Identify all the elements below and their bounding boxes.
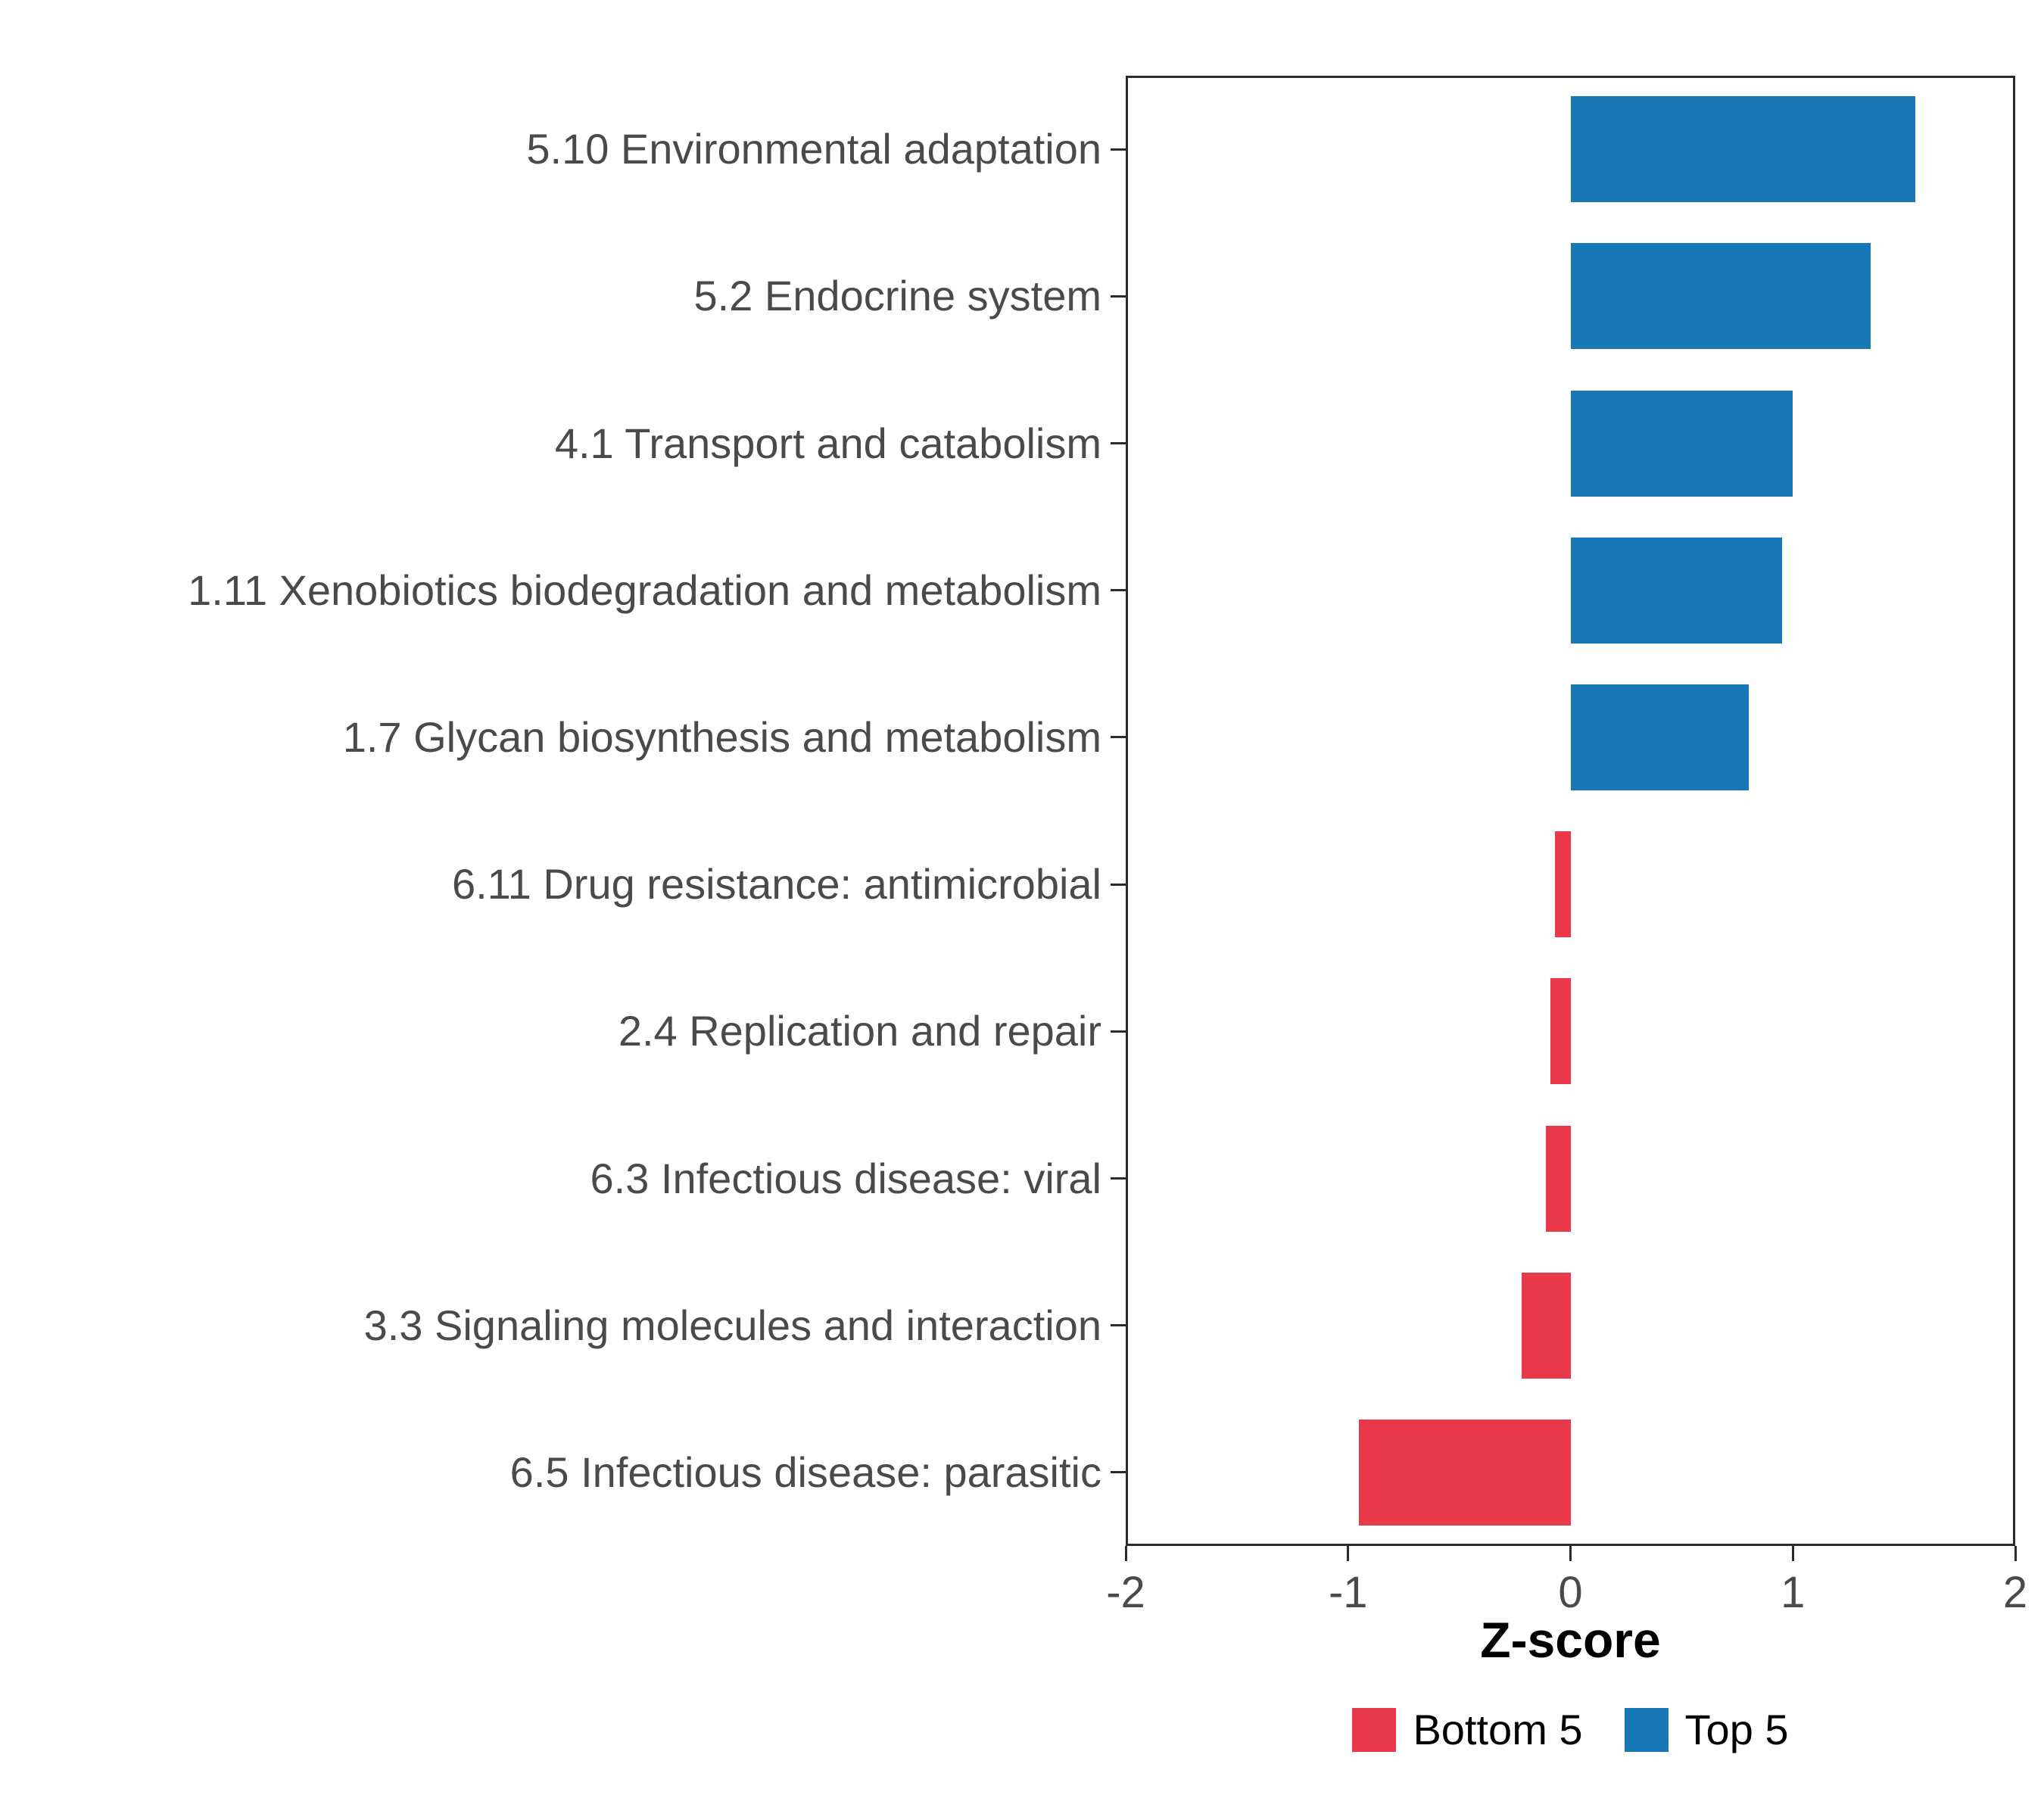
legend-swatch-top-5 (1624, 1707, 1669, 1752)
bar (1359, 1419, 1571, 1526)
x-tick-label: 0 (1558, 1568, 1583, 1617)
bar (1570, 390, 1793, 497)
legend-label: Bottom 5 (1413, 1706, 1583, 1753)
y-tick-mark (1111, 1324, 1126, 1327)
bar (1570, 684, 1749, 790)
y-tick-mark (1111, 148, 1126, 151)
x-tick-label: -1 (1328, 1568, 1368, 1617)
bar (1570, 537, 1782, 644)
y-tick-mark (1111, 442, 1126, 444)
category-label: 5.2 Endocrine system (693, 272, 1101, 320)
legend-swatch-bottom-5 (1352, 1707, 1397, 1752)
legend-item: Bottom 5 (1352, 1705, 1583, 1754)
x-tick-mark (1791, 1546, 1794, 1561)
legend-item: Top 5 (1624, 1705, 1789, 1754)
x-tick-mark (2014, 1546, 2017, 1561)
y-tick-mark (1111, 883, 1126, 886)
category-label: 6.3 Infectious disease: viral (590, 1154, 1101, 1202)
x-axis-title: Z-score (1480, 1612, 1661, 1668)
category-label: 3.3 Signaling molecules and interaction (363, 1301, 1101, 1349)
x-tick-label: 1 (1781, 1568, 1806, 1617)
category-label: 5.10 Environmental adaptation (526, 125, 1101, 173)
legend: Bottom 5 Top 5 (1126, 1705, 2015, 1754)
y-tick-mark (1111, 295, 1126, 298)
y-tick-mark (1111, 589, 1126, 592)
bar (1521, 1272, 1571, 1379)
category-label: 1.11 Xenobiotics biodegradation and meta… (188, 566, 1101, 614)
x-tick-mark (1347, 1546, 1350, 1561)
category-label: 2.4 Replication and repair (618, 1007, 1101, 1055)
legend-label: Top 5 (1684, 1706, 1789, 1753)
y-tick-mark (1111, 1177, 1126, 1180)
category-label: 1.7 Glycan biosynthesis and metabolism (342, 712, 1101, 761)
bar (1546, 1125, 1571, 1232)
y-tick-mark (1111, 1471, 1126, 1474)
x-tick-label: 2 (2002, 1568, 2028, 1617)
x-tick-mark (1124, 1546, 1127, 1561)
y-tick-mark (1111, 736, 1126, 739)
category-label: 6.11 Drug resistance: antimicrobial (451, 860, 1101, 908)
bar (1570, 96, 1915, 203)
y-tick-mark (1111, 1030, 1126, 1033)
x-tick-label: -2 (1106, 1568, 1145, 1617)
category-label: 6.5 Infectious disease: parasitic (509, 1448, 1101, 1496)
bar (1554, 831, 1571, 938)
bar (1570, 243, 1871, 350)
bar (1550, 978, 1571, 1085)
category-label: 4.1 Transport and catabolism (554, 419, 1101, 467)
x-tick-mark (1569, 1546, 1572, 1561)
